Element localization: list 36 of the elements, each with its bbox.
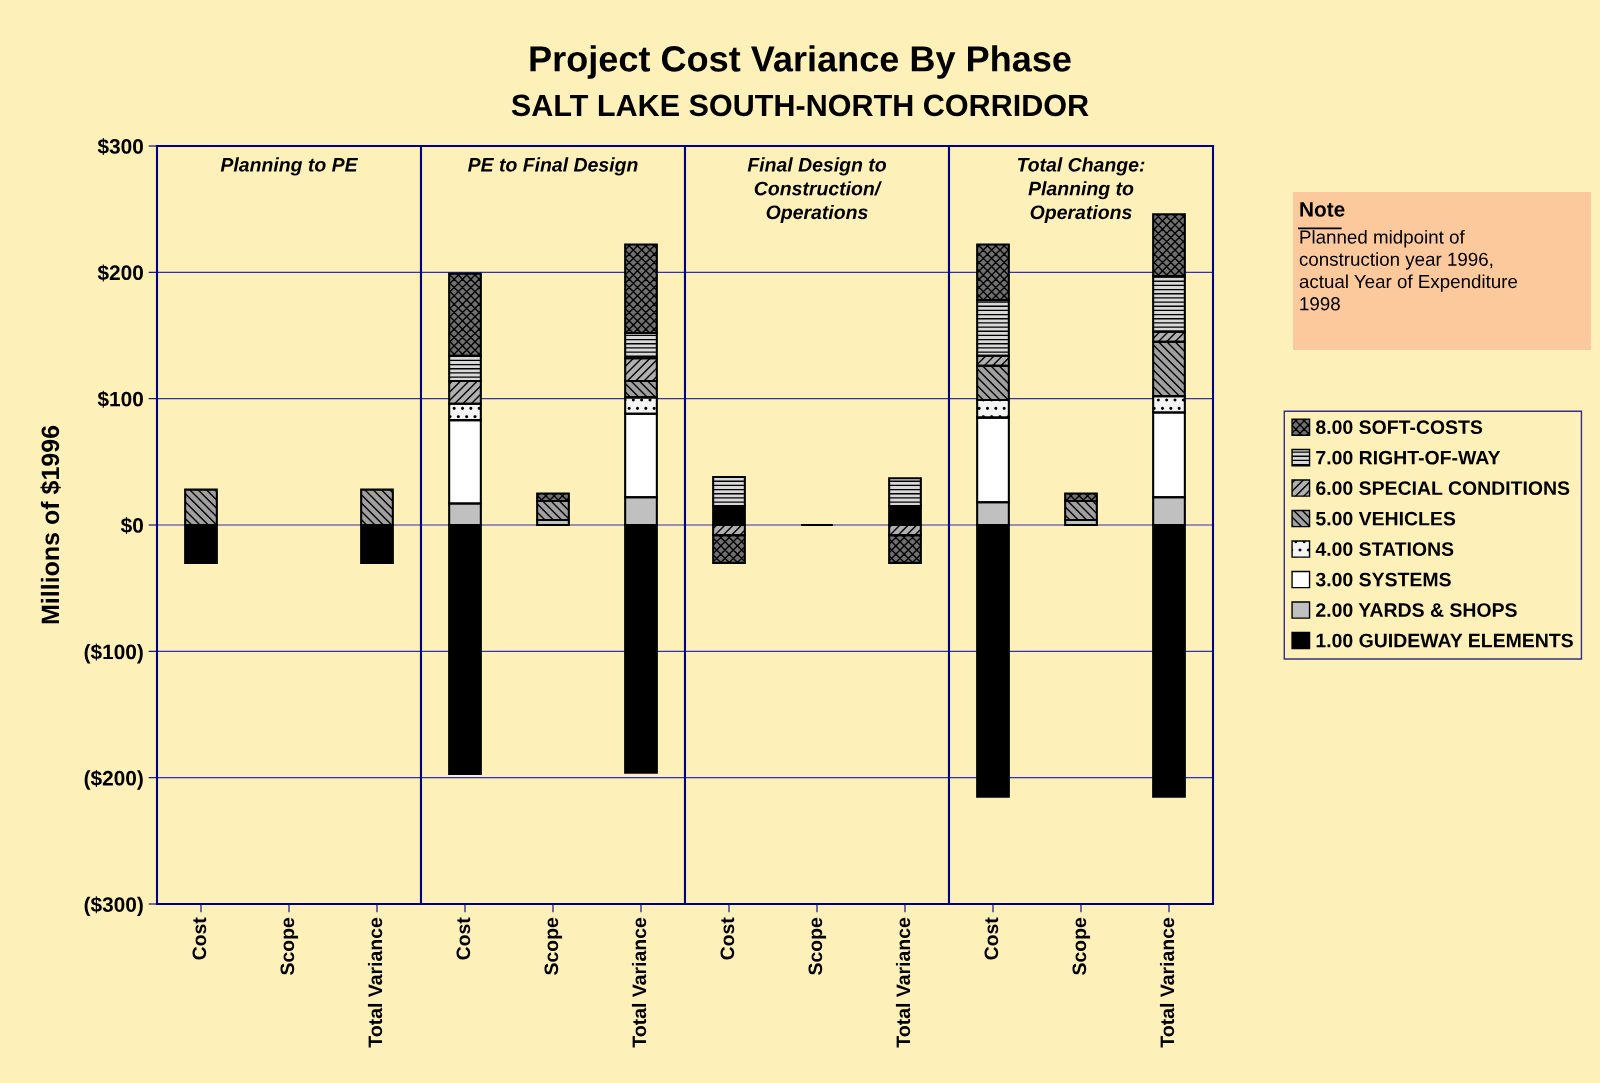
- x-tick-label: Total Variance: [895, 917, 911, 1048]
- y-tick-label: $0: [120, 517, 143, 535]
- x-tick-label: Total Variance: [367, 917, 383, 1048]
- x-tick-label: Cost: [984, 917, 999, 960]
- text: PE to Final Design: [468, 157, 638, 176]
- y-tick-label: $300: [97, 138, 143, 156]
- legend-label: 1.00 GUIDEWAY ELEMENTS: [1316, 633, 1573, 648]
- text: Final Design to Construction/ Operations: [747, 157, 887, 224]
- x-tick-label: Cost: [456, 917, 471, 960]
- legend-label: 7.00 RIGHT-OF-WAY: [1316, 450, 1501, 465]
- text: Total Change: Planning to Operations: [1017, 157, 1145, 224]
- y-tick-label: $100: [97, 390, 143, 408]
- legend-label: 5.00 VEHICLES: [1315, 511, 1456, 526]
- legend-label: 2.00 YARDS & SHOPS: [1316, 603, 1517, 617]
- x-tick-label: Cost: [720, 917, 735, 960]
- text: Note: [1300, 202, 1345, 217]
- text: SALT LAKE SOUTH-NORTH CORRIDOR: [511, 94, 1089, 117]
- legend-label: 3.00 SYSTEMS: [1315, 572, 1451, 587]
- text: Planned midpoint of construction year 1996, actual Year of Expenditure 1998: [1299, 229, 1518, 311]
- y-tick-label: ($300): [84, 896, 143, 917]
- text: Project Cost Variance By Phase: [530, 45, 1071, 79]
- x-tick-label: Cost: [192, 917, 207, 960]
- x-tick-label: Scope: [280, 917, 299, 975]
- legend-label: 8.00 SOFT-COSTS: [1316, 420, 1483, 435]
- x-tick-label: Total Variance: [631, 917, 647, 1048]
- x-tick-label: Scope: [1072, 917, 1091, 975]
- y-axis-title: Millions of $1996: [40, 425, 61, 624]
- y-tick-label: ($200): [84, 769, 143, 790]
- legend-label: 4.00 STATIONS: [1315, 542, 1454, 556]
- text: Planning to PE: [220, 157, 359, 176]
- legend-label: 6.00 SPECIAL CONDITIONS: [1316, 481, 1570, 496]
- x-tick-label: Scope: [544, 917, 563, 975]
- x-tick-label: Total Variance: [1159, 917, 1175, 1048]
- y-tick-label: $200: [97, 264, 143, 282]
- y-tick-label: ($100): [84, 643, 143, 664]
- x-tick-label: Scope: [808, 917, 827, 975]
